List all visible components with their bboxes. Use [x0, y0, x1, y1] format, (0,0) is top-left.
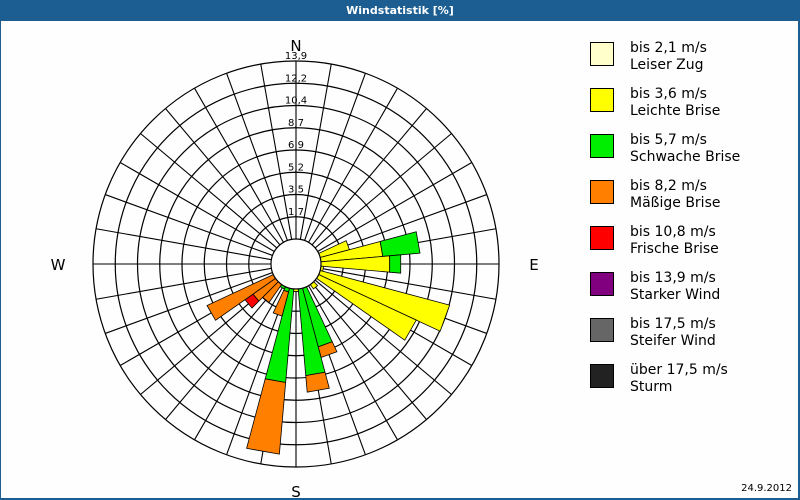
grid-spoke [95, 228, 272, 261]
chart-panel: 1,7 3,5 5,2 6,9 8,7 10,4 12,2 13,9 N E S W bis 2,1 … [1, 21, 798, 498]
grid-spoke [308, 285, 398, 441]
grid-spoke [311, 282, 427, 420]
grid-spoke [119, 162, 275, 252]
legend-item: bis 10,8 m/s Frische Brise [590, 224, 790, 272]
wind-bar [246, 378, 287, 455]
compass-label: W [51, 256, 66, 274]
legend-swatch [590, 272, 614, 296]
legend-swatch [590, 42, 614, 66]
grid-spoke [260, 63, 293, 240]
wind-bar [379, 231, 421, 257]
legend-swatch [590, 364, 614, 388]
grid-spoke [105, 272, 273, 334]
legend-item: bis 13,9 m/s Starker Wind [590, 270, 790, 318]
ring-label: 8,7 [288, 118, 304, 129]
window-title: Windstatistik [%] [0, 0, 800, 21]
grid-spoke [165, 282, 281, 420]
legend-item: bis 2,1 m/s Leiser Zug [590, 40, 790, 88]
legend-label: bis 8,2 m/s Mäßige Brise [630, 178, 721, 211]
legend-label: bis 10,8 m/s Frische Brise [630, 224, 719, 257]
grid-spoke [194, 285, 284, 441]
ring-label: 12,2 [285, 73, 307, 84]
wind-bar [389, 254, 402, 274]
compass-label: E [529, 256, 538, 274]
legend-item: über 17,5 m/s Sturm [590, 362, 790, 410]
wind-bar [272, 289, 289, 317]
grid-spoke [95, 267, 272, 300]
legend-swatch [590, 134, 614, 158]
grid-spoke [320, 267, 497, 300]
legend-swatch [590, 88, 614, 112]
legend-item: bis 8,2 m/s Mäßige Brise [590, 178, 790, 226]
legend: bis 2,1 m/s Leiser Zug bis 3,6 m/s Leichte… [590, 40, 790, 410]
grid-spoke [314, 133, 452, 249]
grid-spoke [194, 87, 284, 243]
ring-label: 10,4 [285, 96, 307, 107]
legend-label: bis 2,1 m/s Leiser Zug [630, 40, 707, 73]
wind-bar [305, 371, 330, 393]
compass-label: S [291, 483, 301, 498]
grid-spoke [314, 279, 452, 395]
legend-label: bis 13,9 m/s Starker Wind [630, 270, 721, 303]
ring-label: 6,9 [288, 140, 304, 151]
ring-label: 3,5 [288, 185, 304, 196]
grid-spoke [226, 73, 288, 241]
ring-label: 5,2 [288, 162, 304, 173]
legend-label: bis 3,6 m/s Leichte Brise [630, 86, 721, 119]
wind-rose-chart: 1,7 3,5 5,2 6,9 8,7 10,4 12,2 13,9N E S W [51, 37, 539, 498]
legend-item: bis 3,6 m/s Leichte Brise [590, 86, 790, 134]
legend-label: über 17,5 m/s Sturm [630, 362, 728, 395]
legend-label: bis 17,5 m/s Steifer Wind [630, 316, 716, 349]
legend-swatch [590, 180, 614, 204]
grid-spoke [105, 194, 273, 256]
grid-spoke [317, 162, 473, 252]
grid-spoke [165, 108, 281, 246]
grid-spoke [308, 87, 398, 243]
legend-label: bis 5,7 m/s Schwache Brise [630, 132, 741, 165]
grid-spoke [299, 63, 332, 240]
grid-spoke [311, 108, 427, 246]
grid-spoke [140, 133, 278, 249]
grid-spoke [226, 287, 288, 455]
grid-spoke [304, 73, 366, 241]
ring-label: 1,7 [288, 207, 304, 218]
legend-swatch [590, 226, 614, 250]
compass-label: N [290, 37, 301, 55]
inner-circle [270, 238, 322, 290]
legend-item: bis 5,7 m/s Schwache Brise [590, 132, 790, 180]
date-label: 24.9.2012 [741, 483, 792, 494]
legend-swatch [590, 318, 614, 342]
legend-item: bis 17,5 m/s Steifer Wind [590, 316, 790, 364]
ring-label: 13,9 [285, 51, 307, 62]
